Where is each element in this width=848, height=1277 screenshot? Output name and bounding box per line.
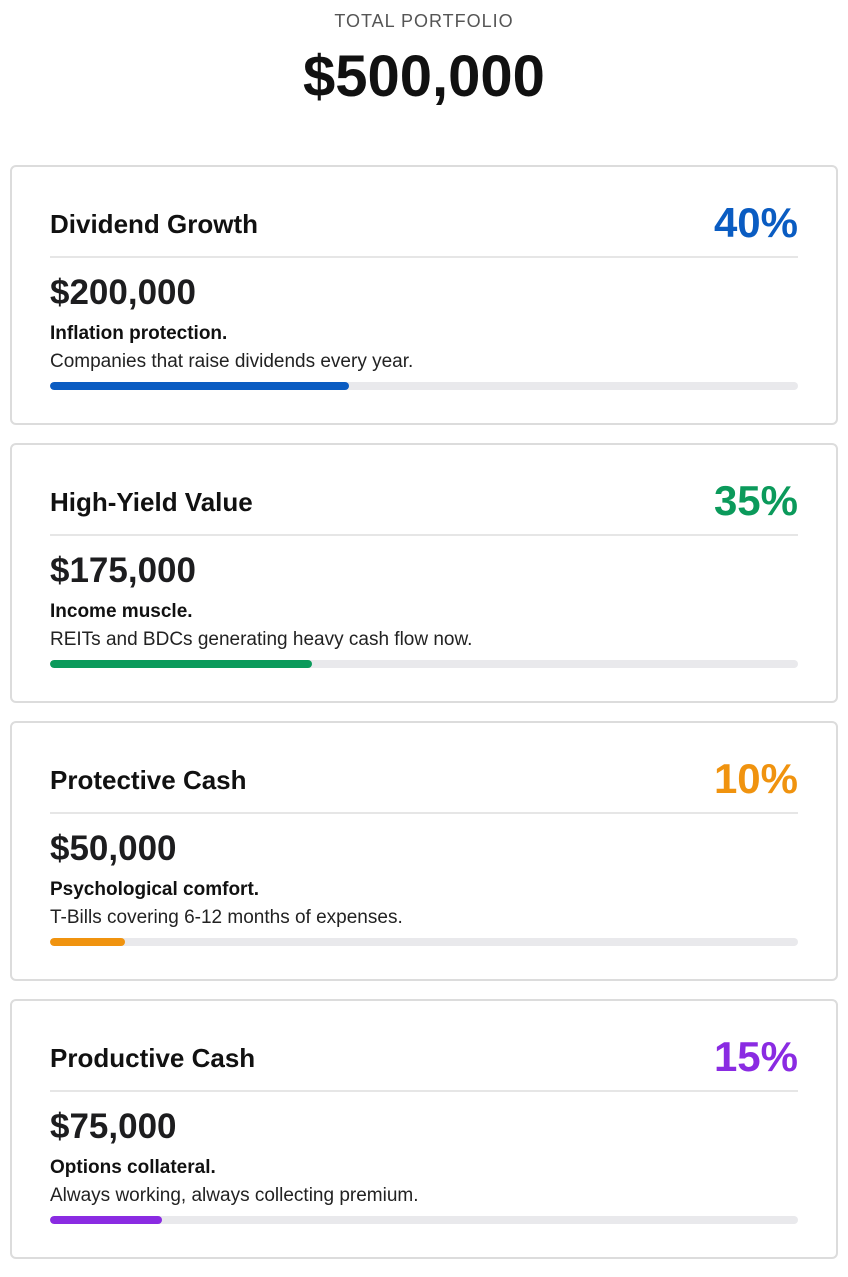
card-headline: Income muscle. <box>50 601 193 622</box>
card-amount: $200,000 <box>50 273 196 312</box>
allocation-progress-track <box>50 660 798 668</box>
allocation-progress-track <box>50 938 798 946</box>
card-percent: 40% <box>713 199 798 246</box>
card-amount: $175,000 <box>50 551 196 590</box>
card-divider <box>50 256 798 258</box>
card-headline: Options collateral. <box>50 1157 216 1178</box>
allocation-progress-fill <box>50 660 312 668</box>
card-amount: $75,000 <box>50 1107 177 1146</box>
card-divider <box>50 812 798 814</box>
allocation-progress-track <box>50 382 798 390</box>
card-percent: 35% <box>713 477 798 524</box>
card-divider <box>50 534 798 536</box>
card-title: Dividend Growth <box>50 209 258 239</box>
allocation-progress-fill <box>50 1216 163 1224</box>
card-description: Companies that raise dividends every yea… <box>50 351 414 372</box>
card-title: High-Yield Value <box>50 487 253 517</box>
card-headline: Psychological comfort. <box>50 879 260 900</box>
card-title: Productive Cash <box>50 1043 256 1073</box>
allocation-progress-track <box>50 1216 798 1224</box>
allocation-card-high-yield-value: High-Yield Value 35% $175,000 Income mus… <box>10 443 838 703</box>
allocation-card-dividend-growth: Dividend Growth 40% $200,000 Inflation p… <box>10 165 838 425</box>
allocation-cards: Dividend Growth 40% $200,000 Inflation p… <box>10 165 838 1277</box>
card-headline: Inflation protection. <box>50 323 228 344</box>
allocation-progress-fill <box>50 938 125 946</box>
card-percent: 10% <box>713 755 798 802</box>
card-description: REITs and BDCs generating heavy cash flo… <box>50 629 473 650</box>
total-portfolio-value: $500,000 <box>303 44 545 109</box>
card-amount: $50,000 <box>50 829 177 868</box>
card-divider <box>50 1090 798 1092</box>
card-description: Always working, always collecting premiu… <box>50 1185 419 1206</box>
allocation-progress-fill <box>50 382 350 390</box>
allocation-card-protective-cash: Protective Cash 10% $50,000 Psychologica… <box>10 721 838 981</box>
total-portfolio-label: TOTAL PORTFOLIO <box>334 11 514 31</box>
allocation-card-productive-cash: Productive Cash 15% $75,000 Options coll… <box>10 999 838 1259</box>
card-percent: 15% <box>713 1033 798 1080</box>
card-title: Protective Cash <box>50 765 247 795</box>
card-description: T-Bills covering 6-12 months of expenses… <box>50 907 403 928</box>
